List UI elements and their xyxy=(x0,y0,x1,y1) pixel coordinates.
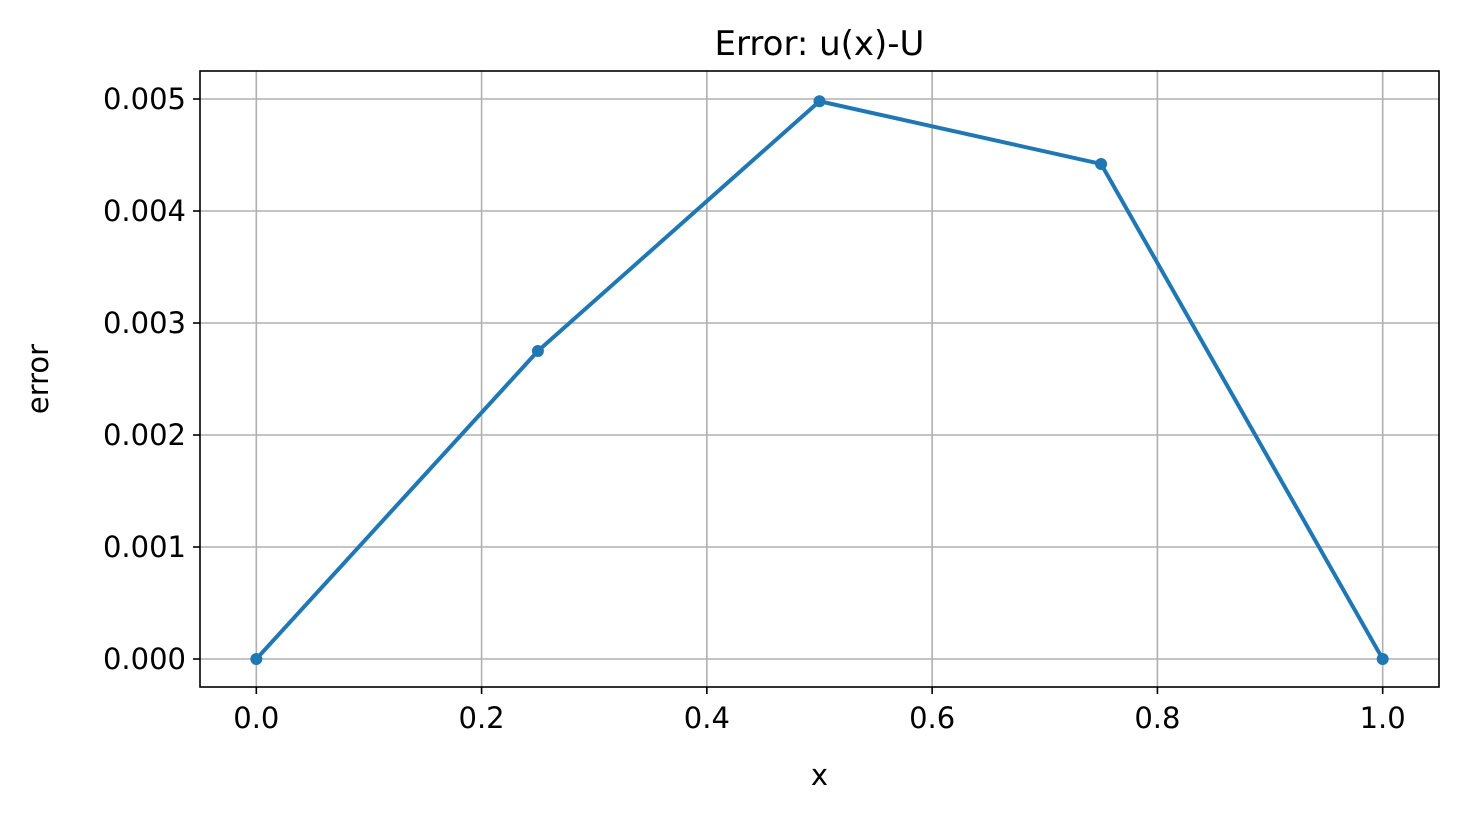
x-tick-label: 0.4 xyxy=(684,701,730,735)
x-tick-label: 0.6 xyxy=(909,701,955,735)
y-axis-label: error xyxy=(21,344,55,414)
x-tick-label: 1.0 xyxy=(1360,701,1406,735)
y-tick-label: 0.001 xyxy=(103,530,186,564)
x-axis-label: x xyxy=(811,758,828,792)
x-tick-label: 0.2 xyxy=(459,701,505,735)
ticks: 0.0 0.2 0.4 0.6 0.8 1.0 0.000 0.001 0.002 0.003 0.… xyxy=(103,82,1406,735)
series-layer xyxy=(250,95,1389,665)
y-tick-label: 0.002 xyxy=(103,418,186,452)
y-tick-label: 0.000 xyxy=(103,642,186,676)
x-tick-label: 0.8 xyxy=(1134,701,1180,735)
y-tick-label: 0.004 xyxy=(103,194,186,228)
y-tick-label: 0.005 xyxy=(103,82,186,116)
y-tick-label: 0.003 xyxy=(103,306,186,340)
series-line xyxy=(253,99,1386,662)
x-tick-label: 0.0 xyxy=(233,701,279,735)
data-point xyxy=(1095,157,1108,170)
data-point xyxy=(1376,653,1389,665)
data-point xyxy=(250,653,263,665)
data-point xyxy=(531,345,544,357)
plot-area-frame xyxy=(199,70,1440,688)
chart-title: Error: u(x)-U xyxy=(715,24,925,64)
grid xyxy=(200,71,1439,687)
data-point xyxy=(813,95,826,108)
